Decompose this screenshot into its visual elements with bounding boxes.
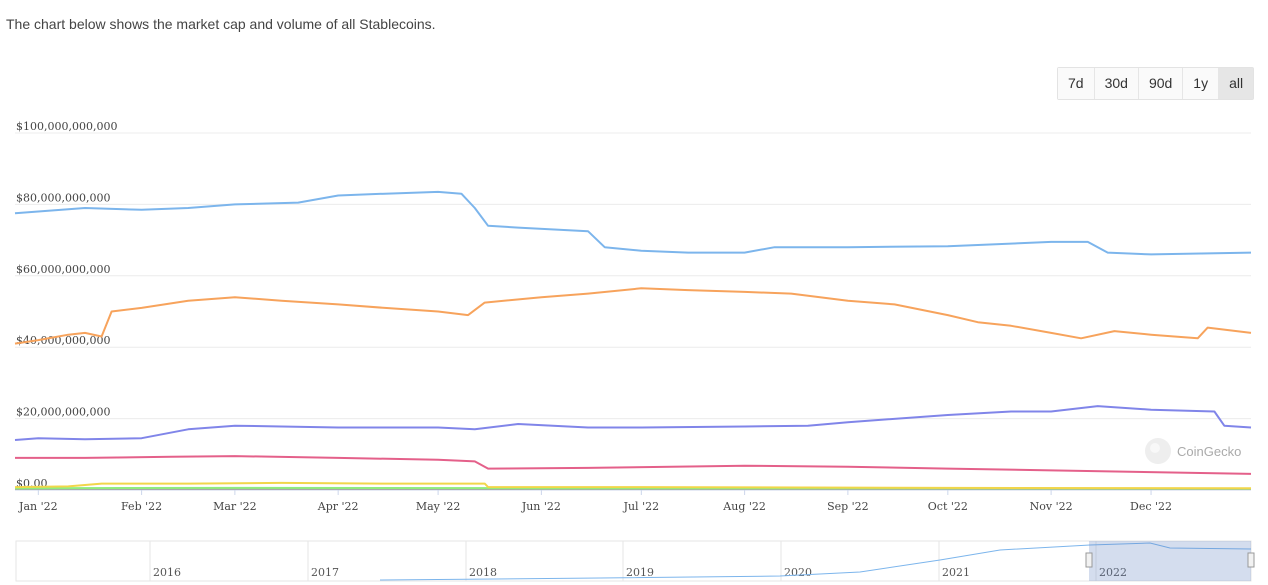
- y-axis-labels: $0.00$20,000,000,000$40,000,000,000$60,0…: [16, 120, 117, 490]
- x-tick-label: Jul '22: [623, 500, 660, 513]
- x-tick-label: Nov '22: [1030, 500, 1073, 513]
- y-tick-label: $40,000,000,000: [16, 334, 110, 347]
- navigator-year-label: 2019: [626, 566, 654, 579]
- x-tick-label: Oct '22: [928, 500, 968, 513]
- range-button-30d[interactable]: 30d: [1094, 68, 1139, 99]
- navigator-series: [379, 542, 1252, 581]
- x-tick-label: Sep '22: [827, 500, 869, 513]
- navigator-year-label: 2020: [784, 566, 812, 579]
- navigator-selection[interactable]: [1089, 541, 1251, 581]
- navigator-left-handle[interactable]: [1085, 552, 1093, 568]
- range-button-1y[interactable]: 1y: [1183, 68, 1220, 99]
- range-button-all[interactable]: all: [1219, 68, 1254, 99]
- x-tick-label: Aug '22: [722, 500, 766, 513]
- coingecko-credit: CoinGecko: [1177, 444, 1241, 459]
- y-tick-label: $20,000,000,000: [16, 406, 110, 419]
- navigator-right-handle[interactable]: [1247, 552, 1255, 568]
- y-tick-label: $80,000,000,000: [16, 191, 110, 204]
- navigator-year-labels: 2016 2017 2018 2019 2020 2021 2022: [149, 541, 1127, 581]
- x-tick-label: Jun '22: [521, 500, 561, 513]
- y-tick-label: $100,000,000,000: [16, 120, 117, 133]
- navigator-year-label: 2021: [942, 566, 970, 579]
- range-button-90d[interactable]: 90d: [1138, 68, 1184, 99]
- series-line-4: [14, 481, 1252, 490]
- navigator-year-label: 2018: [469, 566, 497, 579]
- navigator[interactable]: 2016 2017 2018 2019 2020 2021 2022: [15, 540, 1255, 582]
- x-tick-label: Feb '22: [121, 500, 162, 513]
- navigator-year-label: 2017: [311, 566, 339, 579]
- series-line-3: [15, 455, 1252, 475]
- series-line-1: [14, 287, 1252, 345]
- grid-lines: [15, 132, 1251, 491]
- series-line-2: [14, 405, 1252, 441]
- page-subtitle: The chart below shows the market cap and…: [6, 16, 436, 32]
- series-lines: [14, 190, 1252, 490]
- range-button-7d[interactable]: 7d: [1058, 68, 1095, 99]
- x-tick-label: Mar '22: [213, 500, 257, 513]
- navigator-year-label: 2016: [153, 566, 181, 579]
- x-tick-label: May '22: [416, 500, 461, 513]
- coingecko-watermark: CoinGecko: [1145, 438, 1241, 464]
- x-tick-label: Jan '22: [18, 500, 58, 513]
- series-line-0: [14, 190, 1252, 256]
- y-tick-label: $60,000,000,000: [16, 263, 110, 276]
- x-tick-label: Apr '22: [317, 500, 359, 513]
- navigator-year-label: 2022: [1099, 566, 1127, 579]
- x-axis-labels: Jan '22 Feb '22 Mar '22 Apr '22 May '22 Jun '…: [18, 490, 1172, 513]
- range-selector: 7d 30d 90d 1y all: [1057, 67, 1255, 100]
- x-tick-label: Dec '22: [1130, 500, 1172, 513]
- coingecko-logo-eye: [1150, 443, 1160, 453]
